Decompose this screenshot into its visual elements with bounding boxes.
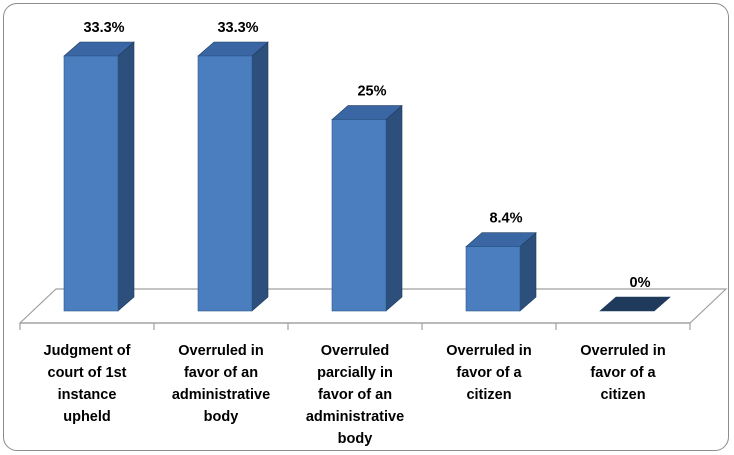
category-label: Judgment of court of 1st instance upheld (44, 343, 131, 425)
bar (331, 104, 403, 312)
data-label: 0% (630, 275, 651, 291)
bar-side (251, 41, 269, 312)
bar (599, 296, 671, 312)
category-label: Overruled in favor of a citizen (580, 343, 665, 403)
bar-side (117, 41, 135, 312)
bar-side (385, 104, 403, 312)
category-label: Overruled parcially in favor of an administ… (306, 343, 404, 447)
data-label: 8.4% (489, 211, 522, 227)
data-label: 33.3% (83, 20, 124, 36)
bar (465, 232, 537, 312)
bar-front (465, 246, 521, 312)
bar-front (197, 55, 253, 312)
bar (63, 41, 135, 312)
bar-front (331, 119, 387, 312)
data-labels: 33.3% 33.3% 25% 8.4% 0% (83, 20, 650, 291)
bars (63, 41, 671, 312)
data-label: 25% (357, 84, 386, 100)
bar-front (63, 55, 119, 312)
category-labels: Judgment of court of 1st instance upheld Ove… (44, 343, 666, 447)
bar (197, 41, 269, 312)
category-label: Overruled in favor of a citizen (446, 343, 531, 403)
bar-top (599, 296, 671, 312)
category-label: Overruled in favor of an administrative bod… (172, 343, 270, 425)
data-label: 33.3% (217, 20, 258, 36)
